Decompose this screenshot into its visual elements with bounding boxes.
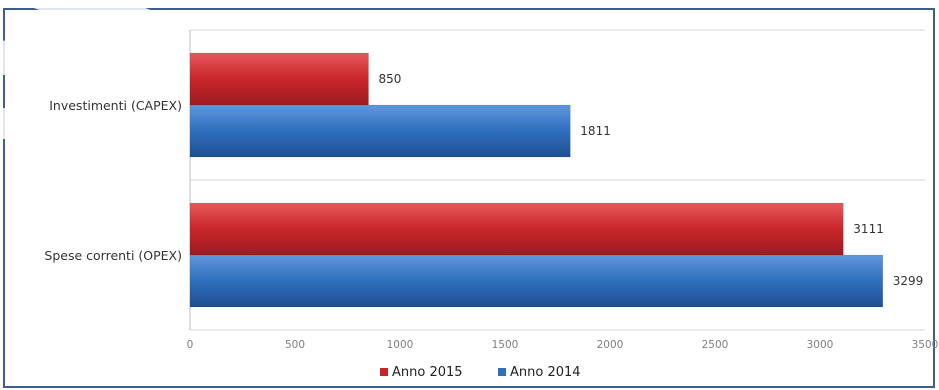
- data-label: 3299: [893, 274, 924, 288]
- bars: 850 1811 3111 3299: [189, 52, 924, 308]
- legend: Anno 2015 Anno 2014: [380, 365, 581, 380]
- bar-anno-2014-2: [189, 254, 884, 308]
- bar-anno-2015-2: [189, 202, 844, 256]
- data-label: 1811: [580, 124, 611, 138]
- chart-frame: [3, 8, 935, 388]
- x-tick-label: 3500: [912, 339, 939, 351]
- category-label: Investimenti (CAPEX): [49, 98, 182, 113]
- data-label: 3111: [853, 222, 884, 236]
- legend-swatch: [380, 368, 388, 376]
- x-tick-label: 1000: [387, 339, 414, 351]
- category-label: Spese correnti (OPEX): [44, 248, 182, 263]
- x-tick-label: 1500: [492, 339, 519, 351]
- x-axis-ticks: 0 500 1000 1500 2000 2500 3000 3500: [187, 339, 939, 351]
- gridlines: [189, 29, 925, 331]
- legend-label: Anno 2015: [392, 365, 463, 380]
- category-labels: Investimenti (CAPEX) Spese correnti (OPEX…: [44, 98, 182, 263]
- x-tick-label: 2000: [597, 339, 624, 351]
- x-tick-label: 2500: [702, 339, 729, 351]
- bar-anno-2015-1: [189, 52, 369, 106]
- legend-label: Anno 2014: [510, 365, 581, 380]
- bar-anno-2014-1: [189, 104, 571, 158]
- x-tick-label: 3000: [807, 339, 834, 351]
- legend-swatch: [498, 368, 506, 376]
- x-tick-label: 0: [187, 339, 194, 351]
- x-tick-label: 500: [285, 339, 305, 351]
- data-label: 850: [379, 72, 402, 86]
